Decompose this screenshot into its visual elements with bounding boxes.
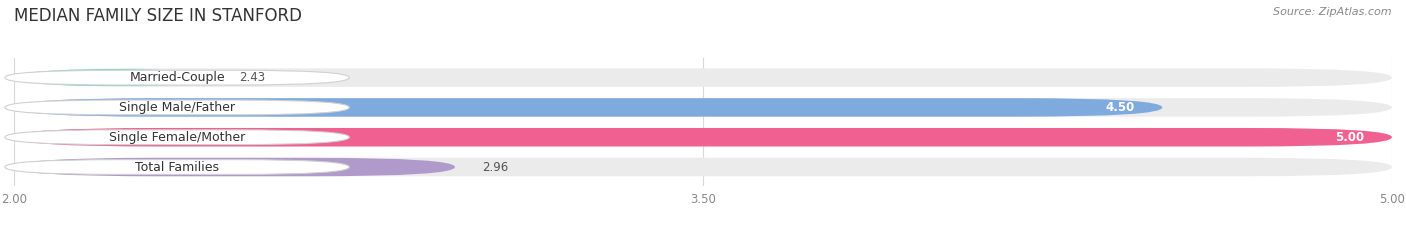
FancyBboxPatch shape	[4, 160, 349, 175]
Text: 2.43: 2.43	[239, 71, 266, 84]
Text: Single Female/Mother: Single Female/Mother	[110, 131, 245, 144]
Text: Source: ZipAtlas.com: Source: ZipAtlas.com	[1274, 7, 1392, 17]
FancyBboxPatch shape	[4, 130, 349, 145]
FancyBboxPatch shape	[14, 158, 456, 176]
FancyBboxPatch shape	[14, 98, 1392, 117]
Text: 5.00: 5.00	[1336, 131, 1364, 144]
Text: Single Male/Father: Single Male/Father	[120, 101, 235, 114]
FancyBboxPatch shape	[14, 128, 1392, 147]
Text: 4.50: 4.50	[1105, 101, 1135, 114]
FancyBboxPatch shape	[14, 68, 1392, 87]
Text: Total Families: Total Families	[135, 161, 219, 174]
Text: MEDIAN FAMILY SIZE IN STANFORD: MEDIAN FAMILY SIZE IN STANFORD	[14, 7, 302, 25]
FancyBboxPatch shape	[14, 68, 211, 87]
FancyBboxPatch shape	[4, 70, 349, 85]
FancyBboxPatch shape	[14, 128, 1392, 147]
FancyBboxPatch shape	[4, 100, 349, 115]
Text: 2.96: 2.96	[482, 161, 509, 174]
Text: Married-Couple: Married-Couple	[129, 71, 225, 84]
FancyBboxPatch shape	[14, 98, 1163, 117]
FancyBboxPatch shape	[14, 158, 1392, 176]
